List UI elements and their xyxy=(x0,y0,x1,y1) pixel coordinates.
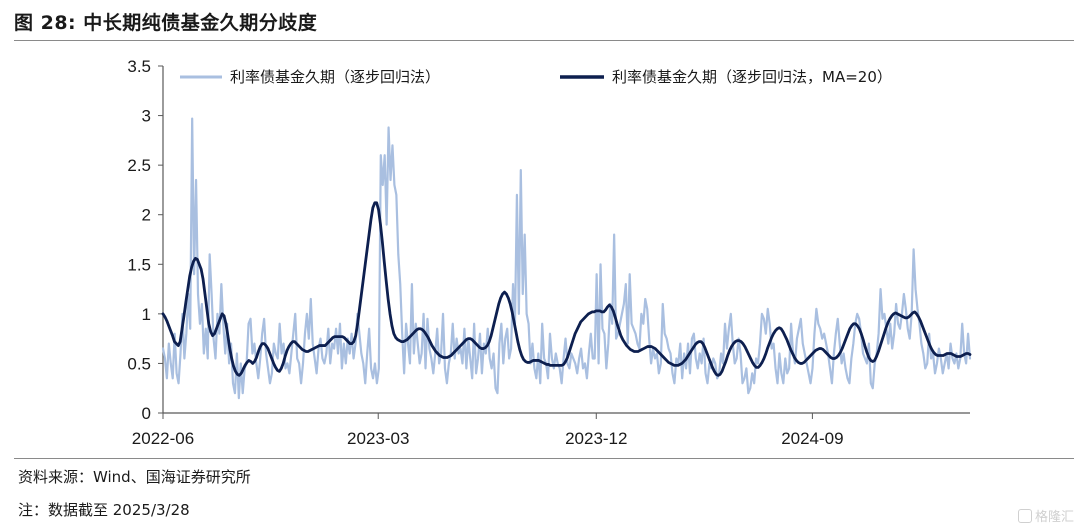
y-tick-label: 2 xyxy=(142,206,151,225)
series-raw-line xyxy=(161,117,972,400)
series-lines xyxy=(161,117,972,400)
legend-label-ma20: 利率债基金久期（逐步回归法，MA=20） xyxy=(612,68,892,86)
watermark-text: 格隆汇 xyxy=(1034,510,1074,525)
figure-title: 图 28: 中长期纯债基金久期分歧度 xyxy=(14,12,318,34)
x-tick-label: 2022-06 xyxy=(132,429,194,448)
legend-label-raw: 利率债基金久期（逐步回归法） xyxy=(230,68,440,86)
x-tick-label: 2024-09 xyxy=(781,429,843,448)
y-tick-label: 3.5 xyxy=(127,57,151,76)
watermark-logo-icon xyxy=(1017,508,1032,523)
y-tick-label: 1.5 xyxy=(127,255,151,274)
bottom-rule xyxy=(14,458,1074,459)
series-ma20-line xyxy=(161,201,972,377)
source-note: 资料来源：Wind、国海证券研究所 xyxy=(18,468,251,486)
y-tick-label: 0.5 xyxy=(127,354,151,373)
y-tick-label: 3 xyxy=(142,107,151,126)
y-tick-label: 1 xyxy=(142,305,151,324)
y-tick-label: 2.5 xyxy=(127,156,151,175)
legend: 利率债基金久期（逐步回归法） 利率债基金久期（逐步回归法，MA=20） xyxy=(180,68,892,86)
y-tick-label: 0 xyxy=(142,404,151,423)
watermark: 格隆汇 xyxy=(1017,506,1074,525)
axes: 0 0.5 1 1.5 2 2.5 3 3.5 2022-06 2023-03 2023-12 202… xyxy=(127,57,970,448)
x-tick-label: 2023-03 xyxy=(347,429,409,448)
top-rule xyxy=(14,40,1074,41)
x-tick-label: 2023-12 xyxy=(565,429,627,448)
date-note: 注：数据截至 2025/3/28 xyxy=(18,501,190,519)
